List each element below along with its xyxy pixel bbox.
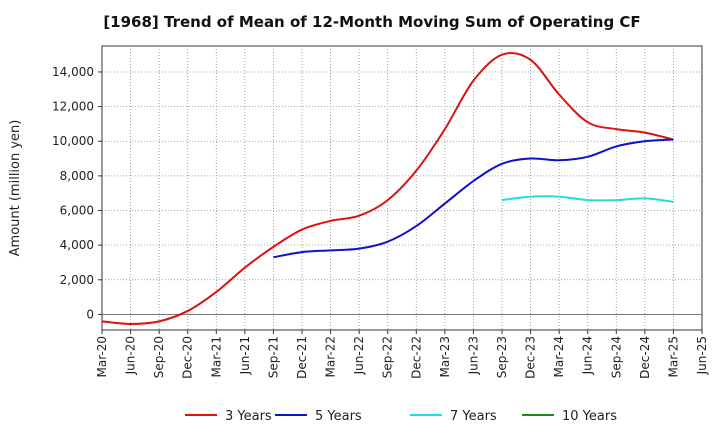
x-tick-label: Sep-20: [152, 336, 166, 378]
legend-label: 7 Years: [450, 409, 497, 424]
x-tick-label: Dec-20: [181, 336, 195, 379]
x-tick-label: Sep-24: [609, 336, 623, 378]
x-tick-label: Sep-21: [266, 336, 280, 378]
series-lines: [101, 52, 674, 325]
x-tick-label: Mar-21: [209, 336, 223, 377]
y-tick-label: 8,000: [60, 169, 94, 183]
y-tick-label: 2,000: [60, 273, 94, 287]
x-tick-label: Mar-25: [666, 336, 680, 377]
x-tick-label: Sep-23: [495, 336, 509, 378]
y-axis-label: Amount (million yen): [8, 120, 23, 257]
x-tick-label: Jun-23: [466, 336, 480, 375]
x-tick-label: Dec-21: [295, 336, 309, 379]
x-axis-ticks: Mar-20 Jun-20 Sep-20 Dec-20 Mar-21 Jun-21 Sep-…: [95, 330, 709, 379]
x-tick-label: Jun-21: [238, 336, 252, 375]
series-line-5-years: [273, 138, 674, 259]
x-tick-label: Dec-23: [524, 336, 538, 379]
series-line-7-years: [501, 195, 674, 203]
legend-label: 5 Years: [315, 409, 362, 424]
series-line-3-years: [101, 52, 674, 325]
x-tick-label: Jun-20: [124, 336, 138, 375]
y-tick-label: 14,000: [52, 65, 94, 79]
legend-label: 3 Years: [225, 409, 272, 424]
y-axis-ticks: 0 2,000 4,000 6,000 8,000 10,000 12,000 14,000: [52, 65, 102, 321]
legend: 3 Years 5 Years 7 Years 10 Years: [185, 409, 617, 424]
chart-title: [1968] Trend of Mean of 12-Month Moving …: [103, 13, 640, 31]
legend-label: 10 Years: [562, 409, 617, 424]
x-tick-label: Dec-22: [409, 336, 423, 379]
x-tick-label: Mar-24: [552, 336, 566, 377]
x-tick-label: Mar-20: [95, 336, 109, 377]
x-tick-label: Mar-23: [438, 336, 452, 377]
y-tick-label: 10,000: [52, 134, 94, 148]
y-tick-label: 12,000: [52, 100, 94, 114]
y-tick-label: 0: [86, 307, 94, 321]
x-tick-label: Mar-22: [324, 336, 338, 377]
grid-lines: [102, 46, 702, 330]
x-tick-label: Jun-22: [352, 336, 366, 375]
x-tick-label: Sep-22: [381, 336, 395, 378]
y-tick-label: 6,000: [60, 204, 94, 218]
x-tick-label: Dec-24: [638, 336, 652, 379]
y-tick-label: 4,000: [60, 238, 94, 252]
x-tick-label: Jun-24: [581, 336, 595, 375]
x-tick-label: Jun-25: [695, 336, 709, 375]
